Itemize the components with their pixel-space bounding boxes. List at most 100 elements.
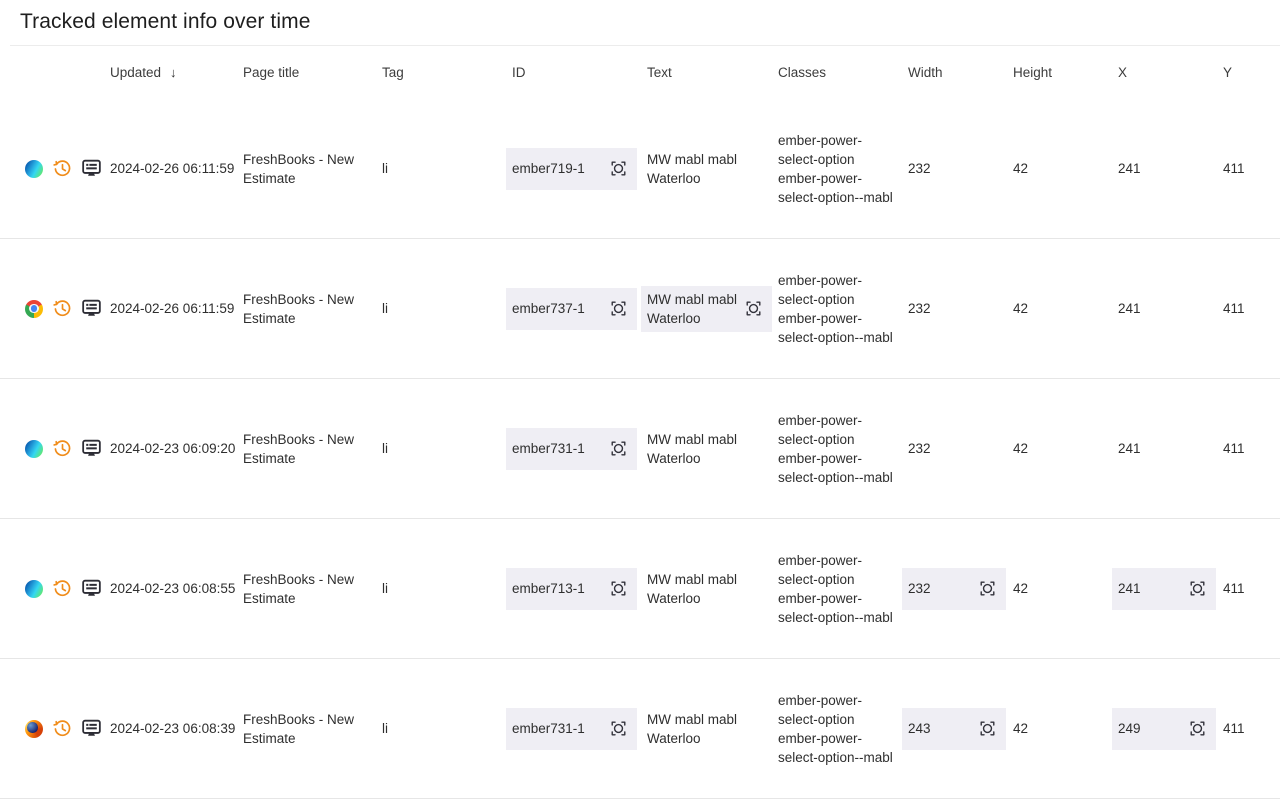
row-icons <box>20 579 110 598</box>
element-target-icon[interactable] <box>611 581 626 596</box>
text-changed-highlight: MW mabl mabl Waterloo <box>641 285 772 332</box>
width-changed-highlight: 243 <box>902 707 1006 750</box>
row-icons <box>20 719 110 738</box>
header-y[interactable]: Y <box>1223 65 1233 80</box>
tag-cell: li <box>382 301 388 316</box>
element-target-icon[interactable] <box>611 441 626 456</box>
width-value: 243 <box>908 721 931 736</box>
text-cell: MW mabl mabl Waterloo <box>647 711 738 746</box>
width-cell: 232 <box>902 567 1013 610</box>
width-cell: 243 <box>902 707 1013 750</box>
x-value: 241 <box>1118 581 1141 596</box>
width-value: 232 <box>908 581 931 596</box>
text-value: MW mabl mabl Waterloo <box>647 291 738 326</box>
height-cell: 42 <box>1013 301 1029 316</box>
table-row: 2024-02-26 06:11:59 FreshBooks - New Est… <box>0 239 1280 379</box>
edge-browser-icon <box>25 579 43 598</box>
element-target-icon[interactable] <box>1190 721 1205 736</box>
tag-cell: li <box>382 161 388 176</box>
history-icon <box>53 439 72 458</box>
tag-cell: li <box>382 721 388 736</box>
browser-window-icon <box>82 719 101 738</box>
updated-cell: 2024-02-23 06:08:39 <box>110 721 236 736</box>
element-target-icon[interactable] <box>980 721 995 736</box>
header-updated[interactable]: Updated ↓ <box>110 65 243 80</box>
id-value: ember731-1 <box>512 721 585 736</box>
header-text[interactable]: Text <box>647 65 672 80</box>
page-title-cell: FreshBooks - New Estimate <box>243 571 355 606</box>
sort-descending-icon[interactable]: ↓ <box>170 65 177 80</box>
history-icon <box>53 579 72 598</box>
y-cell: 411 <box>1223 721 1245 736</box>
y-cell: 411 <box>1223 441 1245 456</box>
browser-window-icon <box>82 439 101 458</box>
width-cell: 232 <box>908 161 931 176</box>
id-value: ember713-1 <box>512 581 585 596</box>
element-target-icon[interactable] <box>611 301 626 316</box>
id-changed-highlight: ember713-1 <box>506 567 637 610</box>
classes-cell: ember-power-select-option ember-power-se… <box>778 132 893 205</box>
updated-cell: 2024-02-26 06:11:59 <box>110 161 235 176</box>
width-cell: 232 <box>908 441 931 456</box>
table-header-row: Updated ↓ Page title Tag ID Text Classes … <box>0 46 1280 99</box>
header-x[interactable]: X <box>1118 65 1128 80</box>
chrome-browser-icon <box>25 299 43 318</box>
x-changed-highlight: 249 <box>1112 707 1216 750</box>
header-tag[interactable]: Tag <box>382 65 404 80</box>
header-updated-label: Updated <box>110 65 162 80</box>
edge-browser-icon <box>25 439 43 458</box>
x-value: 249 <box>1118 721 1141 736</box>
classes-cell: ember-power-select-option ember-power-se… <box>778 552 893 625</box>
firefox-browser-icon <box>25 719 43 738</box>
table-row: 2024-02-23 06:08:55 FreshBooks - New Est… <box>0 519 1280 659</box>
table-row: 2024-02-23 06:08:39 FreshBooks - New Est… <box>0 659 1280 799</box>
element-target-icon[interactable] <box>1190 581 1205 596</box>
updated-cell: 2024-02-26 06:11:59 <box>110 301 235 316</box>
height-cell: 42 <box>1013 721 1029 736</box>
element-target-icon[interactable] <box>611 721 626 736</box>
element-target-icon[interactable] <box>980 581 995 596</box>
table-row: 2024-02-23 06:09:20 FreshBooks - New Est… <box>0 379 1280 519</box>
id-cell: ember731-1 <box>506 707 647 750</box>
browser-window-icon <box>82 159 101 178</box>
id-cell: ember713-1 <box>506 567 647 610</box>
text-cell: MW mabl mabl Waterloo <box>647 151 738 186</box>
height-cell: 42 <box>1013 161 1029 176</box>
height-cell: 42 <box>1013 581 1029 596</box>
width-changed-highlight: 232 <box>902 567 1006 610</box>
id-cell: ember731-1 <box>506 427 647 470</box>
edge-browser-icon <box>25 159 43 178</box>
updated-cell: 2024-02-23 06:09:20 <box>110 441 236 456</box>
id-value: ember719-1 <box>512 161 585 176</box>
x-cell: 241 <box>1112 567 1223 610</box>
id-cell: ember719-1 <box>506 147 647 190</box>
id-changed-highlight: ember731-1 <box>506 427 637 470</box>
header-width[interactable]: Width <box>908 65 943 80</box>
row-icons <box>20 439 110 458</box>
id-value: ember737-1 <box>512 301 585 316</box>
page-title-cell: FreshBooks - New Estimate <box>243 291 355 326</box>
x-cell: 249 <box>1112 707 1223 750</box>
browser-window-icon <box>82 299 101 318</box>
tag-cell: li <box>382 581 388 596</box>
history-icon <box>53 719 72 738</box>
element-target-icon[interactable] <box>746 301 761 316</box>
header-page-title[interactable]: Page title <box>243 65 300 80</box>
id-value: ember731-1 <box>512 441 585 456</box>
width-cell: 232 <box>908 301 931 316</box>
row-icons <box>20 299 110 318</box>
header-classes[interactable]: Classes <box>778 65 827 80</box>
title-divider <box>10 45 1280 46</box>
id-cell: ember737-1 <box>506 287 647 330</box>
element-target-icon[interactable] <box>611 161 626 176</box>
classes-cell: ember-power-select-option ember-power-se… <box>778 412 893 485</box>
history-icon <box>53 159 72 178</box>
header-height[interactable]: Height <box>1013 65 1053 80</box>
page-title-cell: FreshBooks - New Estimate <box>243 431 355 466</box>
page-title-cell: FreshBooks - New Estimate <box>243 711 355 746</box>
id-changed-highlight: ember731-1 <box>506 707 637 750</box>
browser-window-icon <box>82 579 101 598</box>
tag-cell: li <box>382 441 388 456</box>
id-changed-highlight: ember737-1 <box>506 287 637 330</box>
header-id[interactable]: ID <box>512 65 526 80</box>
